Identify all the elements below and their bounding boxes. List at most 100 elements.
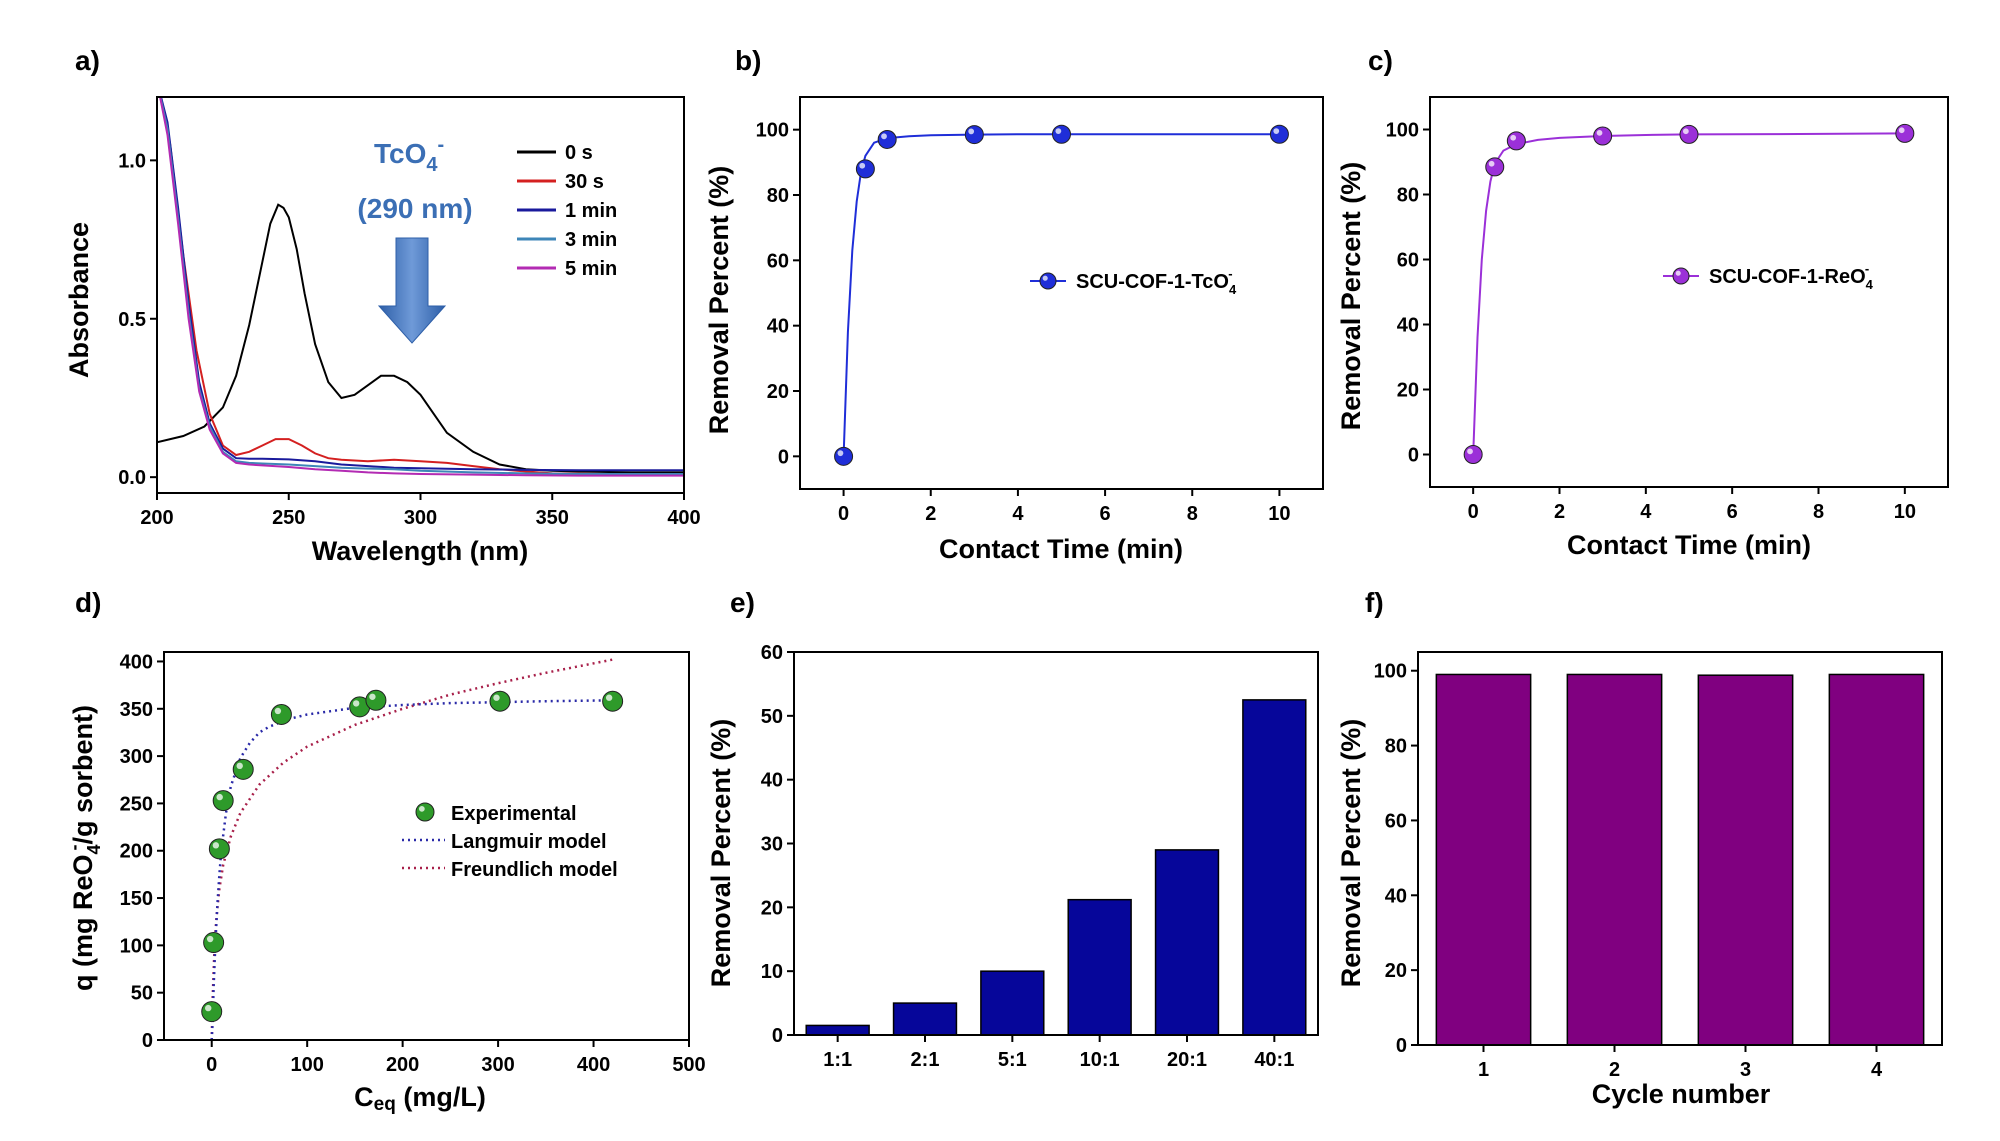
y-tick-label: 40 <box>761 770 783 792</box>
data-point <box>270 703 292 725</box>
y-axis-label: Removal Percent (%) <box>1336 719 1366 988</box>
y-tick-label: 100 <box>1386 120 1419 142</box>
y-tick-label: 0.0 <box>118 467 146 489</box>
x-tick-label: 100 <box>290 1054 323 1076</box>
x-axis-label: Contact Time (min) <box>939 534 1183 564</box>
bar-4 <box>1828 673 1925 1046</box>
annotation-ion-sup: - <box>438 134 445 156</box>
plot-frame <box>163 651 690 1041</box>
y-tick-label: 0 <box>1408 445 1419 467</box>
marker-highlight <box>881 133 887 140</box>
x-tick-label: 2 <box>925 503 936 525</box>
freundlich-curve <box>210 658 613 1041</box>
y-tick-label: 20 <box>1397 380 1419 402</box>
legend-label: SCU-COF-1-ReO4- <box>1709 261 1874 292</box>
marker-highlight <box>493 694 500 701</box>
x-tick-label: 300 <box>481 1054 514 1076</box>
x-axis-label-unit: (mg/L) <box>396 1082 486 1112</box>
marker-highlight <box>1273 128 1280 134</box>
panel-a: 200 250 300 350 400 0.0 0.5 1.0 a) Absorbance Wave… <box>64 45 701 566</box>
x-tick-label: 4 <box>1871 1059 1883 1081</box>
data-point <box>203 932 225 954</box>
legend-label: 3 min <box>565 229 617 251</box>
bar-20:1 <box>1154 849 1220 1036</box>
y-axis-label-sup: - <box>64 844 84 850</box>
x-tick-label: 20:1 <box>1167 1049 1207 1071</box>
y-tick-label: 40 <box>1385 885 1407 907</box>
plot-frame <box>799 96 1324 490</box>
marker-highlight <box>205 1004 212 1012</box>
x-tick-label: 10 <box>1268 503 1290 525</box>
x-tick-label: 200 <box>140 507 173 529</box>
x-tick-label: 0 <box>206 1054 217 1076</box>
x-tick-label: 250 <box>272 507 305 529</box>
marker-highlight <box>1675 270 1681 276</box>
y-axis-label-sub: 4 <box>84 844 104 854</box>
x-tick-label: 6 <box>1100 503 1111 525</box>
y-tick-label: 50 <box>131 983 153 1005</box>
y-tick-label: 300 <box>120 746 153 768</box>
x-tick-label: 500 <box>672 1054 705 1076</box>
x-axis-label: Contact Time (min) <box>1567 530 1811 560</box>
x-tick-label: 1:1 <box>823 1049 852 1071</box>
marker-highlight <box>859 162 866 169</box>
x-tick-label: 2 <box>1554 501 1565 523</box>
marker-highlight <box>216 793 223 801</box>
legend-label: 1 min <box>565 200 617 222</box>
x-tick-label: 2:1 <box>911 1049 940 1071</box>
x-tick-label: 2 <box>1609 1059 1620 1081</box>
x-axis-label-sub: eq <box>374 1094 396 1115</box>
x-tick-label: 40:1 <box>1254 1049 1294 1071</box>
legend-label-base: SCU-COF-1-TcO <box>1076 271 1229 293</box>
x-tick-label: 10 <box>1894 501 1916 523</box>
bar-40:1 <box>1242 699 1307 1036</box>
y-tick-label: 100 <box>120 935 153 957</box>
x-tick-label: 4 <box>1640 501 1652 523</box>
legend-label: 0 s <box>565 142 593 164</box>
data-point <box>365 689 387 711</box>
annotation-peak: (290 nm) <box>357 193 472 224</box>
x-axis-label: Ceq (mg/L) <box>354 1082 486 1115</box>
y-tick-label: 80 <box>1385 736 1407 758</box>
data-point <box>208 838 230 860</box>
annotation-ion-sub: 4 <box>426 154 438 176</box>
legend-swatch-marker <box>415 802 435 822</box>
y-axis-label-pre: q (mg ReO <box>68 855 98 992</box>
marker-highlight <box>206 935 214 943</box>
y-tick-label: 0 <box>778 446 789 468</box>
y-tick-label: 350 <box>120 699 153 721</box>
y-tick-label: 100 <box>1374 661 1407 683</box>
data-point <box>1485 157 1505 177</box>
y-tick-label: 20 <box>1385 960 1407 982</box>
series-line-5-min <box>159 97 684 477</box>
y-tick-label: 1.0 <box>118 150 146 172</box>
panel-label: a) <box>75 45 100 76</box>
annotation-ion-base: TcO <box>374 138 426 169</box>
y-tick-label: 0 <box>142 1030 153 1052</box>
legend-label-sub: 4 <box>1866 277 1874 292</box>
x-tick-label: 1 <box>1478 1059 1489 1081</box>
y-tick-label: 60 <box>1385 810 1407 832</box>
x-tick-label: 0 <box>1468 501 1479 523</box>
y-tick-label: 60 <box>761 642 783 664</box>
x-tick-label: 0 <box>838 503 849 525</box>
y-axis-label: Absorbance <box>64 222 94 378</box>
x-tick-label: 8 <box>1813 501 1824 523</box>
data-point <box>877 129 897 149</box>
y-axis-label: Removal Percent (%) <box>1336 162 1366 431</box>
panel-label: d) <box>75 587 101 618</box>
x-tick-label: 200 <box>386 1054 419 1076</box>
legend-label-sup: - <box>1865 261 1869 276</box>
marker-highlight <box>1898 127 1905 134</box>
y-axis-label: Removal Percent (%) <box>704 166 734 435</box>
plot-frame <box>1429 96 1949 488</box>
x-axis-label: Cycle number <box>1592 1079 1771 1109</box>
x-tick-label: 300 <box>404 507 437 529</box>
data-point <box>855 159 875 179</box>
y-tick-label: 60 <box>1397 250 1419 272</box>
y-tick-label: 80 <box>767 185 789 207</box>
x-tick-label: 400 <box>577 1054 610 1076</box>
marker-highlight <box>274 707 282 715</box>
